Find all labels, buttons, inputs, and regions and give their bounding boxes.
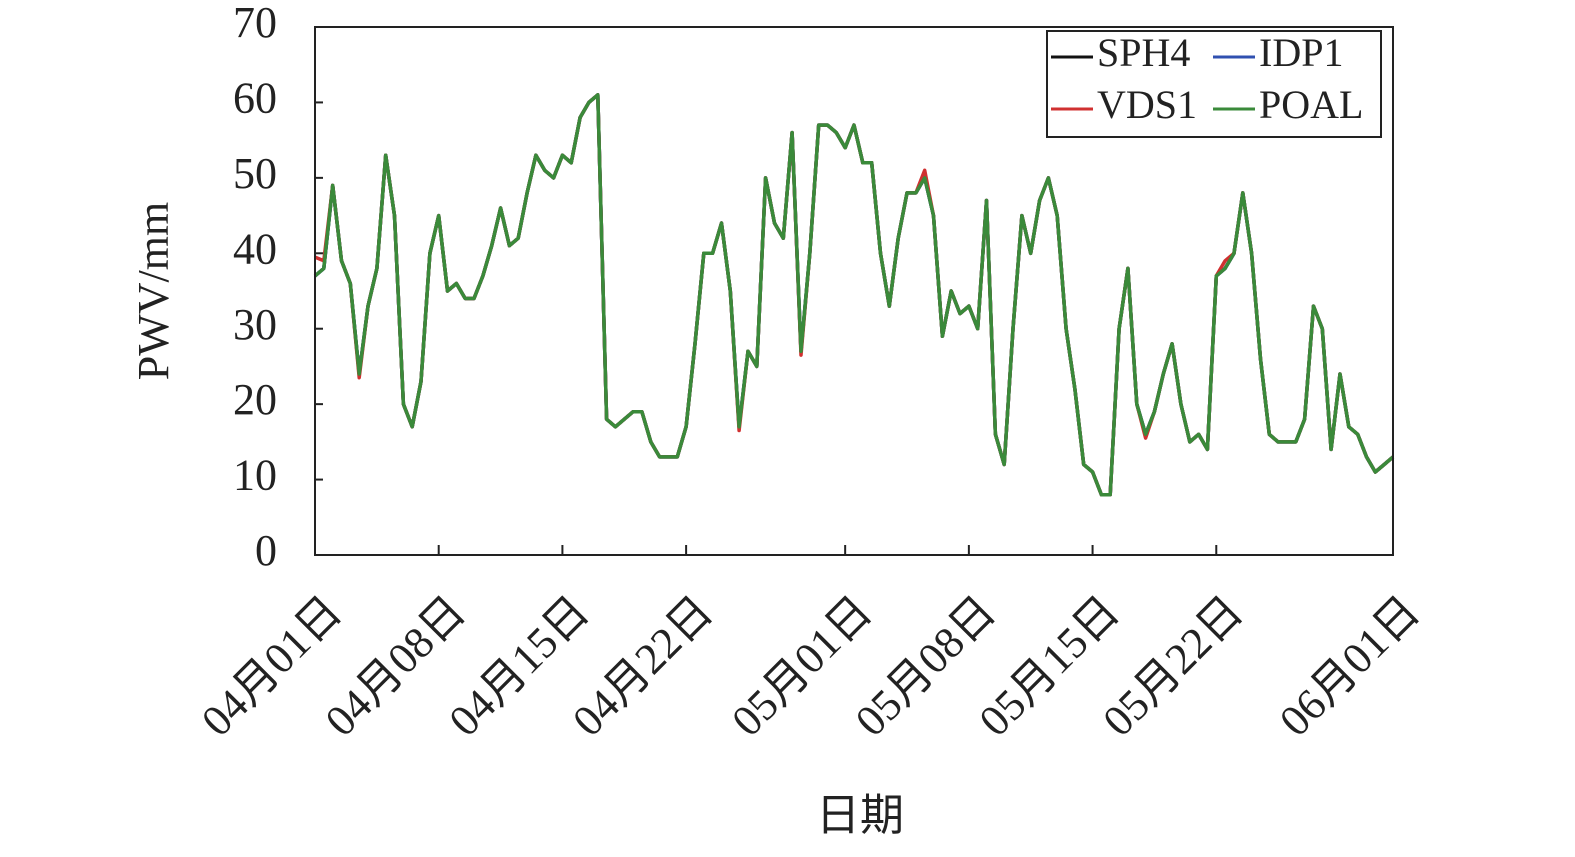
x-tick-label: 06月01日 [1270, 587, 1429, 746]
y-tick-label: 10 [233, 451, 277, 500]
y-tick-label: 0 [255, 526, 277, 575]
legend-label: SPH4 [1097, 30, 1190, 75]
y-tick-label: 30 [233, 300, 277, 349]
y-tick-label: 20 [233, 375, 277, 424]
legend-label: VDS1 [1097, 82, 1197, 127]
legend-label: IDP1 [1259, 30, 1343, 75]
y-axis-label: PWV/mm [129, 202, 178, 380]
y-tick-label: 50 [233, 149, 277, 198]
legend-label: POAL [1259, 82, 1363, 127]
y-tick-label: 40 [233, 224, 277, 273]
plot-frame [314, 26, 1394, 556]
x-axis-label: 日期 [816, 791, 904, 840]
series-line [313, 93, 1395, 497]
y-tick-label: 70 [233, 0, 277, 47]
y-tick-label: 60 [233, 74, 277, 123]
legend-box [1046, 30, 1382, 138]
legend: SPH4 IDP1 VDS1 POAL [1046, 30, 1382, 138]
